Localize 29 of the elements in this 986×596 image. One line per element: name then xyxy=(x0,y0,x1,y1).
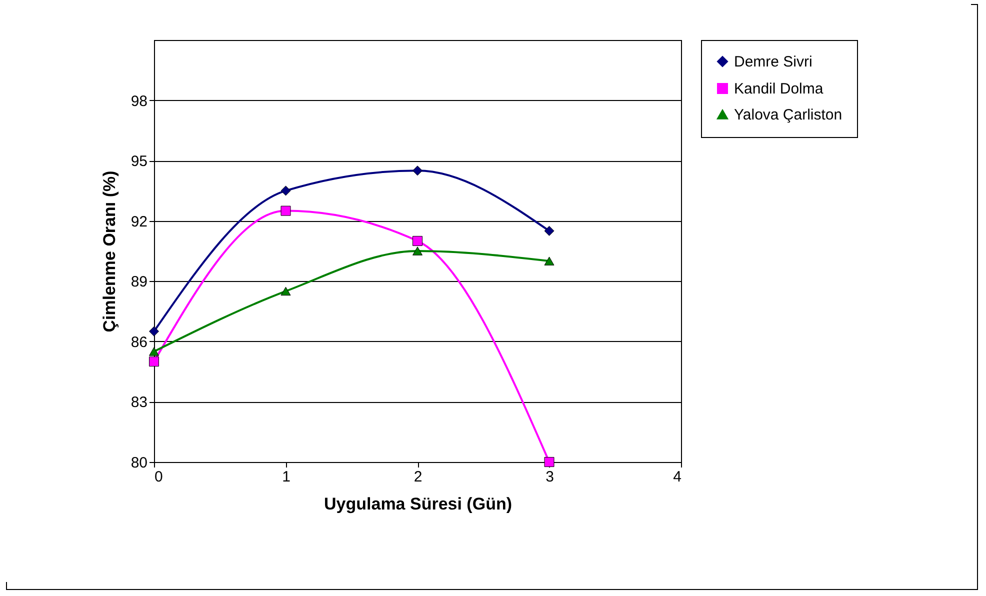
point xyxy=(412,246,422,256)
point xyxy=(412,166,422,176)
point xyxy=(280,286,291,296)
point xyxy=(149,347,159,356)
y-tick-label: 80 xyxy=(130,454,148,472)
y-tick-label: 83 xyxy=(130,394,148,412)
point xyxy=(544,256,554,266)
point xyxy=(412,236,422,246)
point xyxy=(149,356,159,367)
x-tick-label: 0 xyxy=(154,468,163,486)
y-tick-label: 98 xyxy=(130,92,148,110)
legend-label: Demre Sivri xyxy=(734,54,812,70)
x-axis-title: Uygulama Süresi (Gün) xyxy=(324,494,512,514)
point xyxy=(544,226,554,236)
x-tick-label: 1 xyxy=(282,468,290,486)
x-tick-label: 4 xyxy=(673,468,682,486)
point xyxy=(544,457,554,467)
point xyxy=(280,206,291,216)
y-tick-label: 92 xyxy=(130,213,148,230)
y-axis-title: Çimlenme Oranı (%) xyxy=(100,170,119,332)
y-tick-label: 89 xyxy=(130,274,148,291)
point xyxy=(280,186,291,196)
point xyxy=(149,326,159,336)
legend-label: Kandil Dolma xyxy=(734,80,824,98)
x-tick-label: 3 xyxy=(546,468,554,486)
x-tick-label: 2 xyxy=(414,468,422,486)
y-tick-label: 86 xyxy=(130,334,148,351)
legend-label: Yalova Çarliston xyxy=(734,106,842,124)
y-tick-label: 95 xyxy=(130,153,148,170)
